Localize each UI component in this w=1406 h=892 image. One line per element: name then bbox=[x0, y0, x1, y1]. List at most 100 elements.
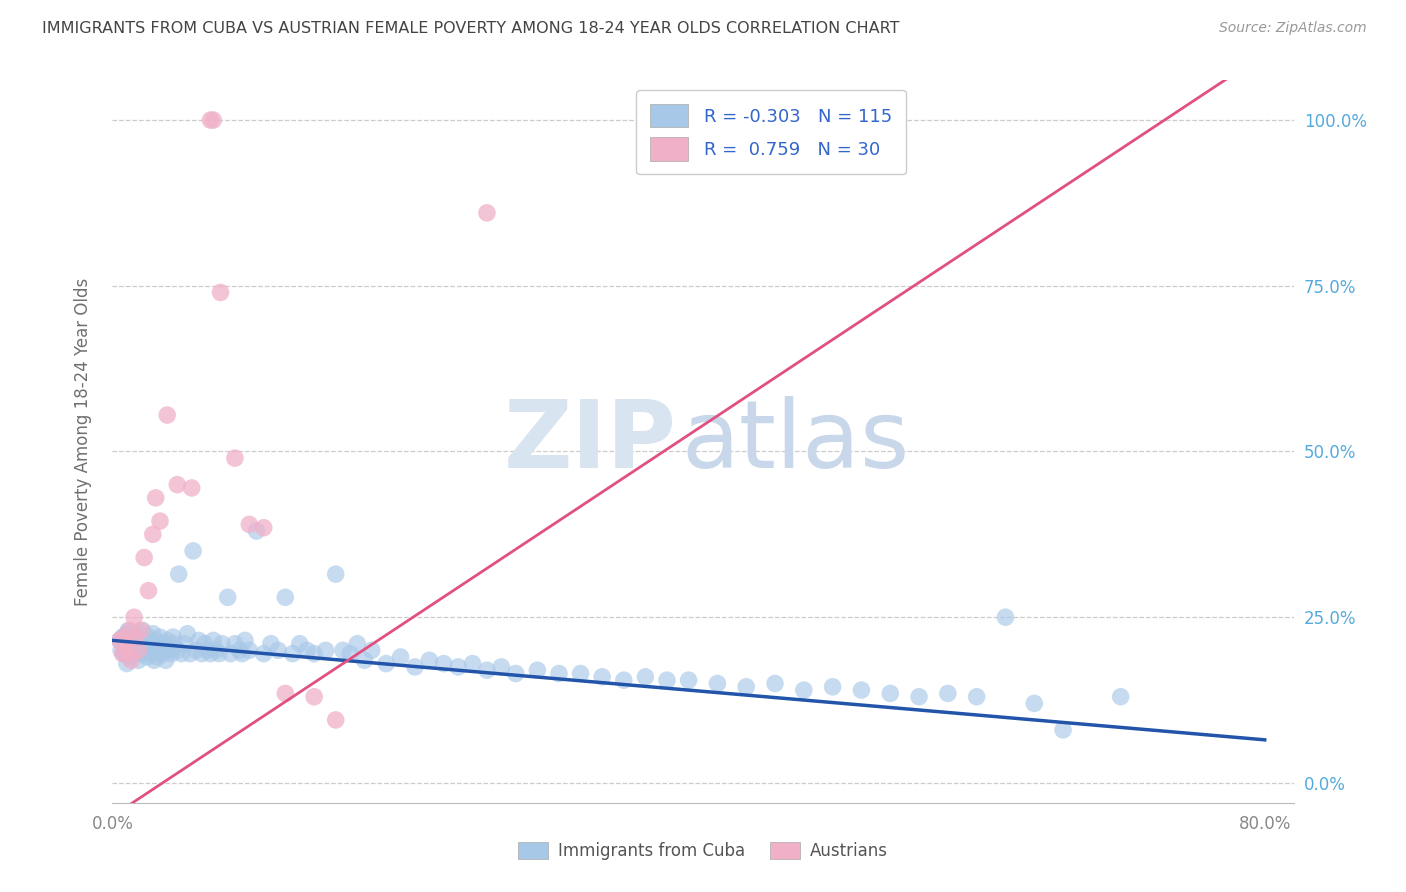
Point bbox=[936, 686, 959, 700]
Point bbox=[112, 647, 135, 661]
Point bbox=[138, 640, 160, 654]
Point bbox=[475, 663, 498, 677]
Point bbox=[142, 527, 165, 541]
Point bbox=[233, 633, 256, 648]
Point bbox=[209, 285, 232, 300]
Legend: Immigrants from Cuba, Austrians: Immigrants from Cuba, Austrians bbox=[512, 835, 894, 867]
Point bbox=[238, 643, 260, 657]
Point bbox=[160, 647, 183, 661]
Point bbox=[202, 633, 225, 648]
Point bbox=[176, 627, 198, 641]
Point bbox=[994, 610, 1017, 624]
Point bbox=[173, 637, 195, 651]
Text: ZIP: ZIP bbox=[505, 395, 678, 488]
Point bbox=[591, 670, 613, 684]
Point bbox=[180, 481, 202, 495]
Point bbox=[219, 647, 242, 661]
Point bbox=[224, 637, 246, 651]
Point bbox=[418, 653, 440, 667]
Point bbox=[346, 637, 368, 651]
Point bbox=[208, 647, 231, 661]
Point bbox=[274, 686, 297, 700]
Point bbox=[295, 643, 318, 657]
Point bbox=[375, 657, 398, 671]
Point bbox=[281, 647, 304, 661]
Text: IMMIGRANTS FROM CUBA VS AUSTRIAN FEMALE POVERTY AMONG 18-24 YEAR OLDS CORRELATIO: IMMIGRANTS FROM CUBA VS AUSTRIAN FEMALE … bbox=[42, 21, 900, 36]
Point bbox=[111, 630, 134, 644]
Point bbox=[491, 660, 513, 674]
Point bbox=[146, 650, 169, 665]
Point bbox=[149, 630, 172, 644]
Point bbox=[302, 690, 325, 704]
Point bbox=[200, 113, 222, 128]
Point bbox=[156, 633, 179, 648]
Point bbox=[145, 643, 167, 657]
Point bbox=[143, 653, 166, 667]
Point bbox=[142, 627, 165, 641]
Point bbox=[197, 643, 219, 657]
Point bbox=[339, 647, 361, 661]
Point bbox=[115, 627, 138, 641]
Point bbox=[122, 647, 145, 661]
Point bbox=[132, 624, 155, 638]
Point bbox=[302, 647, 325, 661]
Point bbox=[217, 591, 239, 605]
Point bbox=[288, 637, 311, 651]
Point bbox=[678, 673, 700, 688]
Point bbox=[118, 650, 141, 665]
Point bbox=[332, 643, 354, 657]
Point bbox=[908, 690, 931, 704]
Point bbox=[851, 683, 873, 698]
Point bbox=[187, 633, 209, 648]
Point bbox=[706, 676, 728, 690]
Point bbox=[162, 630, 184, 644]
Point bbox=[138, 583, 160, 598]
Point bbox=[325, 567, 347, 582]
Point bbox=[136, 650, 159, 665]
Point bbox=[253, 521, 276, 535]
Point bbox=[134, 550, 156, 565]
Point bbox=[315, 643, 337, 657]
Text: Source: ZipAtlas.com: Source: ZipAtlas.com bbox=[1219, 21, 1367, 35]
Point bbox=[117, 647, 139, 661]
Point bbox=[117, 624, 139, 638]
Point bbox=[108, 633, 131, 648]
Point bbox=[166, 477, 188, 491]
Point bbox=[260, 637, 283, 651]
Point bbox=[793, 683, 815, 698]
Point bbox=[200, 647, 222, 661]
Point bbox=[124, 630, 146, 644]
Point bbox=[148, 640, 170, 654]
Point bbox=[274, 591, 297, 605]
Point bbox=[121, 637, 143, 651]
Point bbox=[447, 660, 470, 674]
Point bbox=[1024, 697, 1046, 711]
Point bbox=[325, 713, 347, 727]
Point bbox=[548, 666, 571, 681]
Point bbox=[150, 643, 173, 657]
Point bbox=[231, 647, 253, 661]
Y-axis label: Female Poverty Among 18-24 Year Olds: Female Poverty Among 18-24 Year Olds bbox=[73, 277, 91, 606]
Point bbox=[166, 643, 188, 657]
Point bbox=[115, 637, 138, 651]
Point bbox=[821, 680, 844, 694]
Point bbox=[1109, 690, 1132, 704]
Point bbox=[135, 633, 157, 648]
Point bbox=[202, 113, 225, 128]
Point bbox=[1052, 723, 1074, 737]
Point bbox=[155, 653, 177, 667]
Point bbox=[114, 643, 136, 657]
Point bbox=[360, 643, 382, 657]
Point bbox=[267, 643, 290, 657]
Point bbox=[879, 686, 901, 700]
Point bbox=[505, 666, 527, 681]
Point bbox=[127, 653, 149, 667]
Point bbox=[184, 643, 207, 657]
Point bbox=[128, 627, 150, 641]
Point bbox=[141, 647, 163, 661]
Point bbox=[125, 643, 148, 657]
Point bbox=[179, 647, 201, 661]
Point bbox=[118, 624, 141, 638]
Point bbox=[114, 637, 136, 651]
Point bbox=[111, 647, 134, 661]
